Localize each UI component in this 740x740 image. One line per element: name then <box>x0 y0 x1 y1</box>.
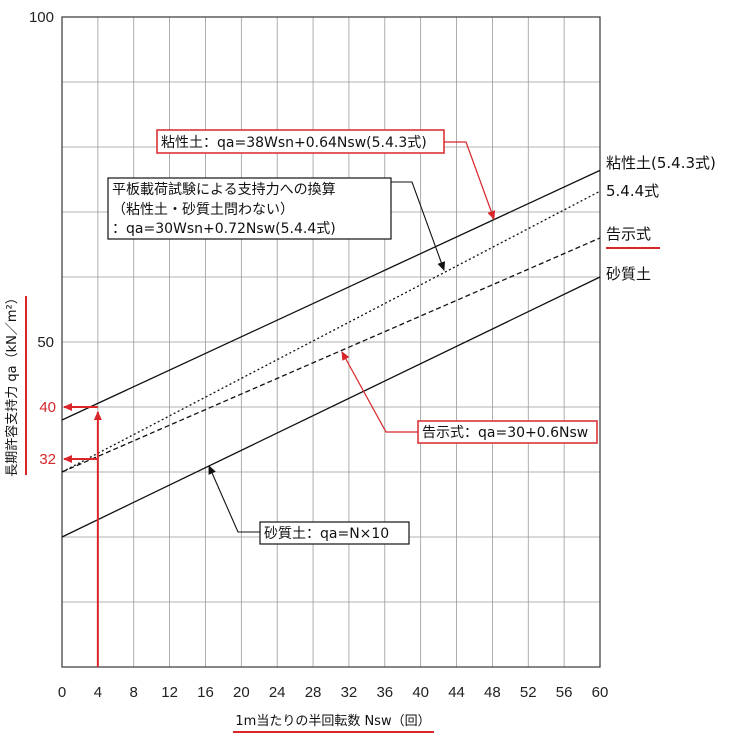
series-line-3 <box>61 276 601 538</box>
x-tick-label: 16 <box>197 684 214 701</box>
x-tick-labels: 0 4 8 12 16 20 24 28 32 36 40 44 48 52 56 60 <box>58 684 609 701</box>
x-tick-label: 20 <box>233 684 250 701</box>
annotation-clay-text: 粘性土：qa=38Wsn+0.64Nsw(5.4.3式) <box>161 135 427 151</box>
x-axis-title: 1m当たりの半回転数 Nsw（回） <box>235 714 430 729</box>
annotation-sand-box <box>259 521 410 545</box>
guide-value-label: 40 <box>39 399 56 416</box>
y-axis-title: 長期許容支持力 qa（kN／m²） <box>4 291 20 476</box>
x-tick-label: 8 <box>130 684 138 701</box>
series-layer <box>61 169 601 538</box>
x-tick-label: 52 <box>520 684 537 701</box>
series-label-notice: 告示式 <box>606 225 651 243</box>
x-tick-label: 60 <box>592 684 609 701</box>
x-tick-label: 36 <box>376 684 393 701</box>
annotation-sand-arrow <box>208 465 260 533</box>
series-line-1 <box>61 190 601 473</box>
x-tick-label: 40 <box>412 684 429 701</box>
plot-frame <box>61 16 601 668</box>
x-tick-label: 24 <box>269 684 286 701</box>
annotation-plate-arrow <box>391 181 446 271</box>
x-tick-label: 12 <box>161 684 178 701</box>
annotation-plate-box <box>107 177 392 240</box>
series-line-2 <box>61 237 601 473</box>
x-tick-label: 28 <box>305 684 322 701</box>
annotation-plate-line1: 平板載荷試験による支持力への換算 <box>112 182 336 198</box>
annotation-plate-line3: ：qa=30Wsn+0.72Nsw(5.4.4式) <box>112 221 336 237</box>
x-tick-label: 56 <box>556 684 573 701</box>
reading-guides: 40 32 <box>39 399 102 667</box>
series-label-544: 5.4.4式 <box>606 182 659 200</box>
x-tick-label: 4 <box>94 684 102 701</box>
x-tick-label: 48 <box>484 684 501 701</box>
annotation-notice-arrow <box>341 351 418 433</box>
guide-value-label: 32 <box>39 451 56 468</box>
annotation-sand-text: 砂質土：qa=N×10 <box>264 526 389 542</box>
x-tick-label: 32 <box>341 684 358 701</box>
series-label-clay: 粘性土(5.4.3式) <box>606 154 716 172</box>
y-tick-label: 50 <box>37 334 54 351</box>
series-line-0 <box>61 169 601 421</box>
x-tick-label: 0 <box>58 684 66 701</box>
y-tick-label: 100 <box>29 9 54 26</box>
x-tick-label: 44 <box>448 684 465 701</box>
annotation-plate-line2: （粘性土・砂質土問わない） <box>112 202 294 218</box>
annotation-clay-arrow <box>444 141 496 220</box>
y-tick-labels: 100 50 <box>29 9 54 351</box>
series-label-sand: 砂質土 <box>606 265 651 283</box>
grid-layer <box>62 17 600 667</box>
annotation-notice-text: 告示式：qa=30+0.6Nsw <box>422 425 588 441</box>
